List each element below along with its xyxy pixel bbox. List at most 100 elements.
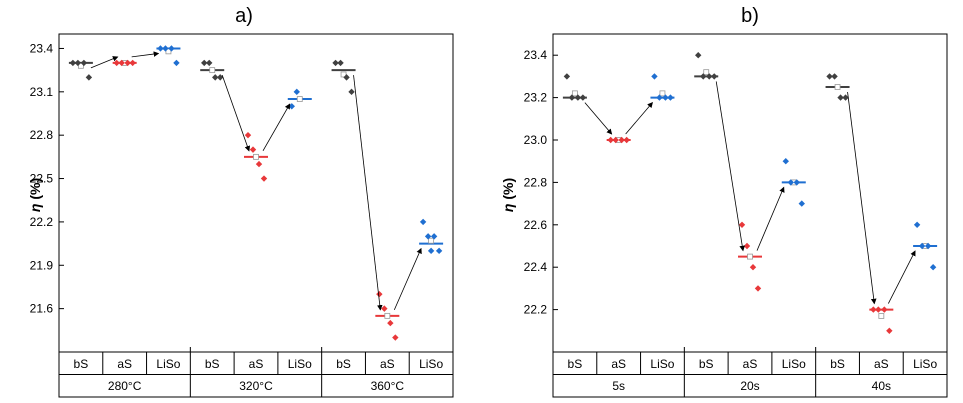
- data-point: [168, 45, 175, 52]
- y-tick-label: 22.2: [30, 215, 54, 229]
- data-point: [337, 59, 344, 67]
- data-point: [288, 103, 295, 110]
- trend-arrow: [847, 91, 877, 305]
- data-point: [260, 175, 268, 182]
- data-point: [568, 94, 576, 101]
- y-tick-label: 23.0: [524, 133, 548, 147]
- y-tick-label: 23.4: [30, 41, 54, 55]
- subcategory-label: aS: [611, 357, 626, 371]
- y-tick-label: 22.8: [30, 128, 54, 142]
- trend-arrow: [353, 75, 383, 311]
- subcategory-label: bS: [74, 357, 89, 371]
- data-point: [387, 319, 394, 327]
- data-point: [419, 218, 427, 226]
- data-point: [695, 52, 702, 59]
- mean-marker: [703, 69, 710, 76]
- panel-a-chart: a) η (%) 21.6 21.9 22.2 22.5 22.8 23.1 23.4 bS…: [27, 5, 454, 398]
- mean-marker: [165, 48, 172, 55]
- y-tick-label: 21.6: [30, 302, 54, 316]
- subcategory-label: bS: [699, 357, 714, 371]
- data-point: [886, 327, 893, 334]
- data-point: [738, 221, 746, 228]
- trend-arrow: [221, 75, 251, 152]
- data-point: [656, 94, 663, 101]
- y-tick-label: 22.5: [30, 172, 54, 186]
- data-point: [381, 305, 388, 312]
- group-label: 20s: [740, 379, 759, 393]
- y-tick-label: 22.8: [524, 175, 548, 189]
- subcategory-label: LiSo: [419, 357, 443, 371]
- data-point: [173, 59, 180, 67]
- data-point: [798, 200, 805, 207]
- data-point: [623, 136, 630, 144]
- mean-marker: [878, 313, 885, 319]
- data-point: [842, 94, 849, 101]
- mean-marker: [209, 67, 216, 74]
- data-point: [293, 88, 300, 96]
- subcategory-label: LiSo: [913, 357, 937, 371]
- data-point: [875, 306, 882, 313]
- data-point: [870, 306, 877, 313]
- subcategory-label: LiSo: [650, 357, 674, 371]
- data-point: [754, 285, 762, 292]
- group-label: 40s: [872, 379, 891, 393]
- data-point: [667, 94, 674, 101]
- mean-marker: [296, 96, 303, 102]
- data-point: [343, 74, 350, 81]
- subcategory-label: bS: [336, 357, 351, 371]
- y-tick-label: 21.9: [30, 258, 54, 272]
- mean-marker: [340, 71, 347, 78]
- data-point: [376, 290, 383, 298]
- data-point: [80, 59, 88, 67]
- panel-a-plot-frame: [58, 33, 454, 353]
- data-point: [435, 247, 443, 255]
- data-point: [700, 73, 707, 80]
- data-point: [348, 88, 355, 96]
- data-point: [85, 74, 93, 81]
- data-point: [651, 73, 658, 80]
- data-point: [826, 73, 833, 80]
- subcategory-label: bS: [830, 357, 845, 371]
- y-tick-label: 23.2: [524, 91, 548, 105]
- subcategory-label: bS: [568, 357, 583, 371]
- data-point: [255, 160, 263, 168]
- data-point: [424, 233, 432, 240]
- data-point: [129, 59, 136, 67]
- data-point: [831, 73, 838, 80]
- data-point: [206, 59, 213, 67]
- data-point: [162, 45, 169, 52]
- subcategory-label: LiSo: [288, 357, 312, 371]
- mean-marker: [747, 253, 753, 260]
- data-point: [743, 242, 751, 250]
- panel-a-title: a): [235, 5, 253, 27]
- mean-marker: [428, 237, 435, 244]
- subcategory-label: aS: [743, 357, 758, 371]
- mean-marker: [253, 153, 259, 160]
- trend-arrow: [625, 101, 653, 135]
- data-point: [118, 59, 125, 67]
- data-point: [430, 233, 438, 240]
- data-point: [929, 264, 937, 271]
- data-point: [69, 59, 77, 67]
- data-point: [918, 242, 926, 250]
- trend-arrow: [715, 81, 746, 252]
- data-point: [749, 264, 757, 271]
- group-label: 280°C: [108, 379, 142, 393]
- y-tick-label: 22.6: [524, 218, 548, 232]
- data-point: [74, 59, 82, 67]
- subcategory-label: bS: [205, 357, 220, 371]
- y-tick-label: 22.4: [524, 260, 548, 274]
- data-point: [332, 59, 339, 67]
- data-point: [662, 94, 669, 101]
- y-tick-label: 23.4: [524, 48, 548, 62]
- data-point: [612, 136, 619, 144]
- data-point: [787, 179, 794, 186]
- subcategory-label: aS: [380, 357, 395, 371]
- data-point: [157, 45, 164, 52]
- data-point: [706, 73, 713, 80]
- data-point: [607, 136, 614, 144]
- data-point: [392, 334, 399, 341]
- data-point: [881, 306, 888, 313]
- data-point: [563, 73, 571, 80]
- data-point: [124, 59, 131, 67]
